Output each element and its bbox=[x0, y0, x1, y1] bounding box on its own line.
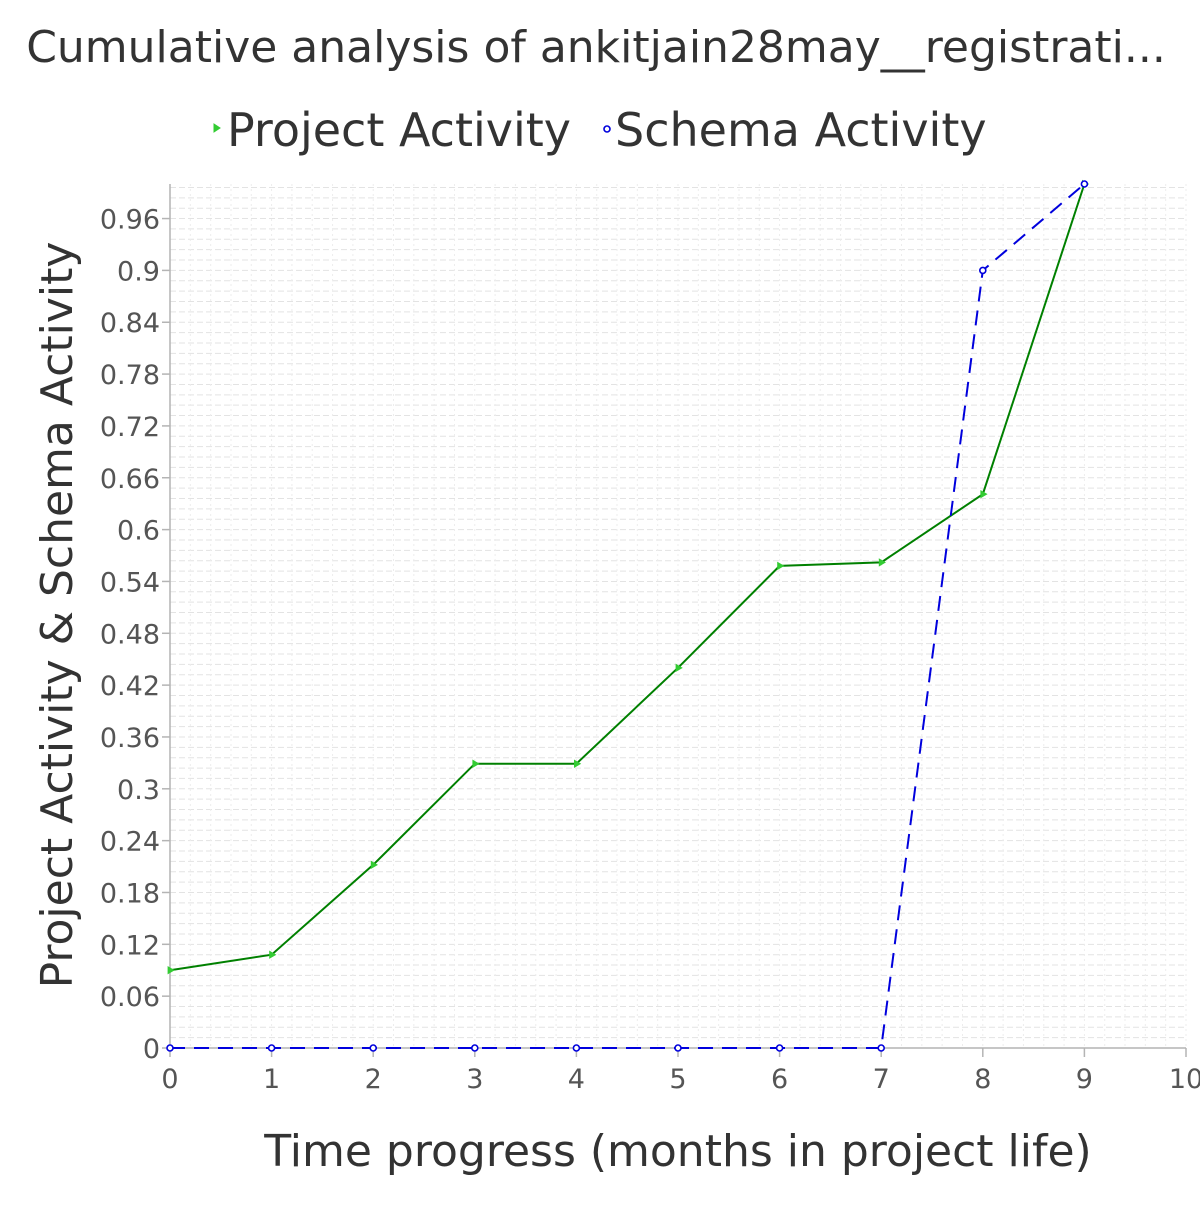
series-project-activity bbox=[167, 179, 1090, 975]
x-tick-label: 0 bbox=[161, 1064, 178, 1095]
series-schema-activity bbox=[166, 180, 1089, 1052]
y-tick-label: 0 bbox=[143, 1034, 160, 1065]
x-tick-label: 6 bbox=[771, 1064, 788, 1095]
y-axis-ticks: 0 0.06 0.12 0.18 0.24 0.3 0.36 0.42 0.48 0.54 0.6 0… bbox=[100, 205, 170, 1065]
data-point-project-activity bbox=[472, 759, 480, 768]
legend-project-activity-label: Project Activity bbox=[227, 103, 571, 157]
series-line-project-activity bbox=[169, 183, 1086, 972]
y-tick-label: 0.9 bbox=[117, 256, 160, 287]
y-tick-label: 0.42 bbox=[100, 671, 160, 702]
x-tick-label: 7 bbox=[873, 1064, 890, 1095]
data-point-project-activity bbox=[675, 663, 683, 673]
series-layer bbox=[166, 179, 1090, 1052]
data-point-schema-activity bbox=[978, 266, 987, 275]
data-point-schema-activity bbox=[470, 1044, 479, 1052]
y-tick-label: 0.6 bbox=[117, 516, 160, 547]
y-tick-label: 0.48 bbox=[100, 619, 160, 650]
data-point-schema-activity bbox=[775, 1044, 784, 1052]
data-point-schema-activity bbox=[369, 1044, 378, 1052]
data-point-project-activity bbox=[269, 950, 277, 959]
x-axis-label: Time progress (months in project life) bbox=[263, 1126, 1091, 1177]
y-tick-label: 0.12 bbox=[100, 930, 160, 961]
grid bbox=[169, 184, 1187, 1049]
data-point-schema-activity bbox=[674, 1044, 682, 1052]
data-point-project-activity bbox=[167, 966, 175, 975]
legend-schema-activity-marker bbox=[603, 125, 611, 133]
data-point-schema-activity bbox=[267, 1044, 276, 1052]
y-tick-label: 0.18 bbox=[100, 878, 160, 909]
y-tick-label: 0.66 bbox=[100, 464, 160, 495]
data-point-schema-activity bbox=[572, 1044, 581, 1052]
y-tick-label: 0.84 bbox=[100, 308, 160, 339]
y-tick-label: 0.78 bbox=[100, 360, 160, 391]
x-tick-label: 3 bbox=[466, 1064, 483, 1095]
series-line-schema-activity bbox=[170, 183, 1086, 1049]
data-point-project-activity bbox=[574, 759, 582, 768]
x-tick-label: 9 bbox=[1076, 1064, 1093, 1095]
data-point-project-activity bbox=[370, 860, 378, 870]
x-axis-ticks: 0 1 2 3 4 5 6 7 8 9 10 bbox=[161, 1048, 1200, 1095]
x-tick-label: 4 bbox=[568, 1064, 585, 1095]
x-tick-label: 10 bbox=[1169, 1064, 1200, 1095]
y-axis-label: Project Activity & Schema Activity bbox=[32, 242, 83, 989]
data-point-schema-activity bbox=[877, 1044, 886, 1052]
x-tick-label: 5 bbox=[669, 1064, 686, 1095]
data-point-project-activity bbox=[777, 561, 785, 571]
y-tick-label: 0.06 bbox=[100, 982, 160, 1013]
data-point-project-activity bbox=[980, 489, 988, 499]
data-point-project-activity bbox=[878, 558, 886, 567]
x-tick-label: 2 bbox=[365, 1064, 382, 1095]
legend-schema-activity-label: Schema Activity bbox=[615, 103, 987, 157]
legend-project-activity-marker bbox=[213, 123, 221, 133]
data-point-schema-activity bbox=[1080, 180, 1089, 188]
x-tick-label: 8 bbox=[974, 1064, 991, 1095]
y-tick-label: 0.24 bbox=[100, 827, 160, 858]
y-tick-label: 0.72 bbox=[100, 412, 160, 443]
y-tick-label: 0.96 bbox=[100, 205, 160, 236]
y-tick-label: 0.54 bbox=[100, 567, 160, 598]
legend: Project Activity Schema Activity bbox=[213, 103, 987, 157]
data-point-schema-activity bbox=[166, 1044, 174, 1052]
chart-title: Cumulative analysis of ankitjain28may__r… bbox=[26, 22, 1166, 73]
y-tick-label: 0.3 bbox=[117, 775, 160, 806]
y-tick-label: 0.36 bbox=[100, 723, 160, 754]
x-tick-label: 1 bbox=[263, 1064, 280, 1095]
